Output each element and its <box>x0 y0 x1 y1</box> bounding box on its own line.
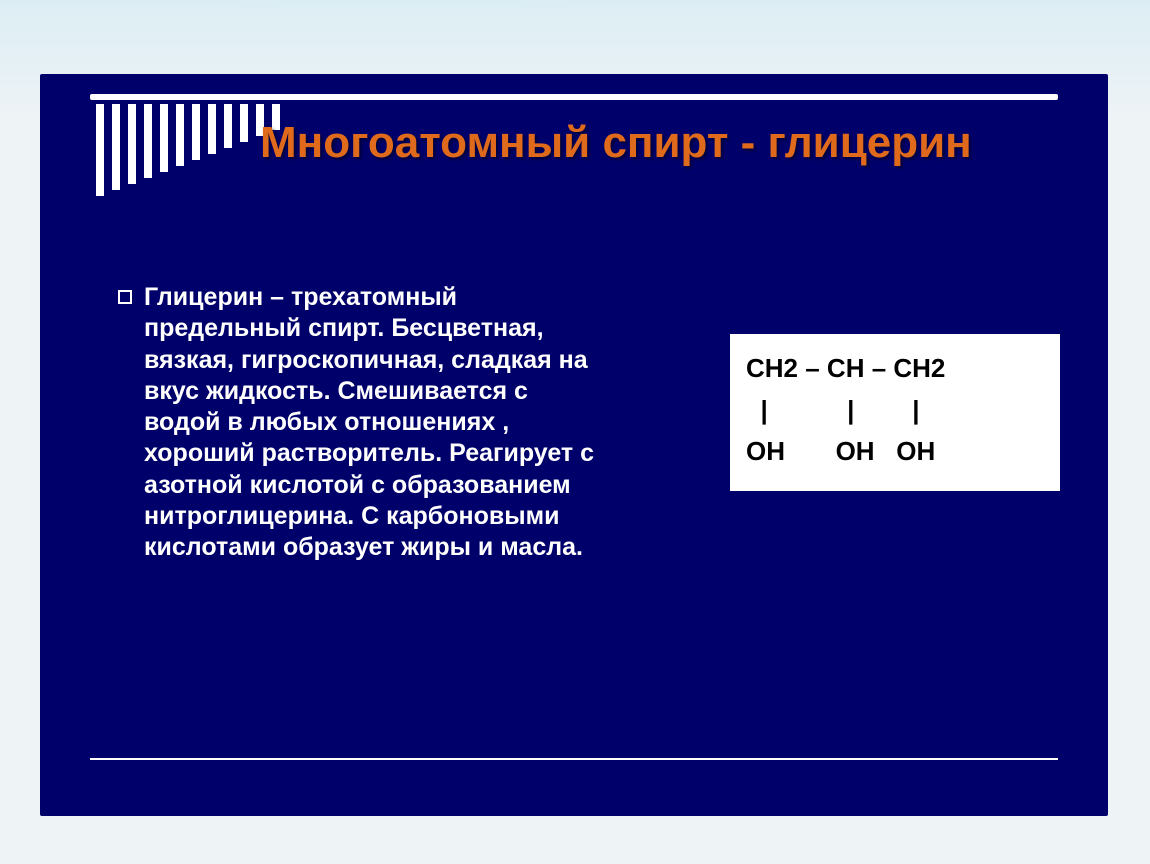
bar-icon <box>192 104 200 160</box>
bullet-icon <box>118 290 132 304</box>
bar-icon <box>224 104 232 148</box>
body-text-block: Глицерин – трехатомный предельный спирт.… <box>118 282 608 563</box>
formula-line-3: OH OH OH <box>746 436 935 466</box>
page-background: Многоатомный спирт - глицерин Глицерин –… <box>0 0 1150 864</box>
chemical-formula-box: CH2 – CH – CH2 | | | OH OH OH <box>730 334 1060 491</box>
bar-icon <box>128 104 136 184</box>
bar-icon <box>96 104 104 196</box>
bar-icon <box>176 104 184 166</box>
bar-icon <box>112 104 120 190</box>
bar-icon <box>160 104 168 172</box>
bar-icon <box>144 104 152 178</box>
bar-icon <box>240 104 248 142</box>
bottom-divider <box>90 758 1058 760</box>
slide-panel: Многоатомный спирт - глицерин Глицерин –… <box>40 74 1108 816</box>
top-divider <box>90 94 1058 100</box>
slide-title: Многоатомный спирт - глицерин <box>260 118 1048 169</box>
formula-line-1: CH2 – CH – CH2 <box>746 353 945 383</box>
body-paragraph: Глицерин – трехатомный предельный спирт.… <box>144 282 608 563</box>
decorative-bars <box>96 104 280 196</box>
formula-line-2: | | | <box>746 395 920 425</box>
bar-icon <box>208 104 216 154</box>
